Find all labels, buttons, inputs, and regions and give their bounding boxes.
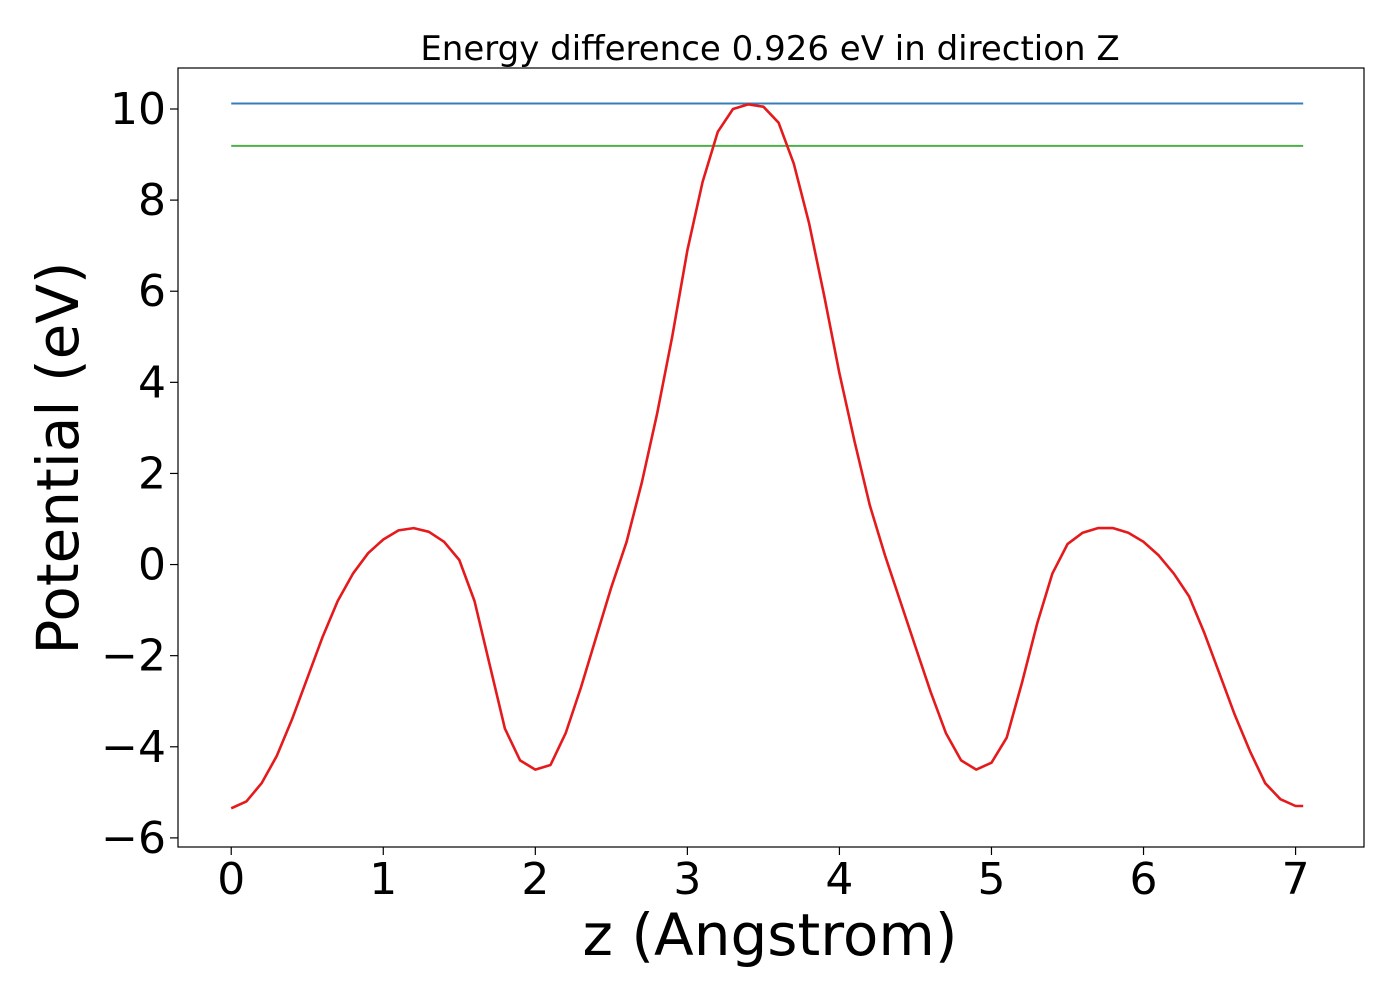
x-axis-label: z (Angstrom) — [583, 901, 958, 969]
y-axis-label: Potential (eV) — [24, 261, 92, 654]
x-tick-label: 1 — [369, 854, 397, 905]
plot-marks — [230, 102, 1304, 810]
x-tick-label: 5 — [977, 854, 1005, 905]
x-tick-label: 2 — [521, 854, 549, 905]
x-tick-label: 3 — [673, 854, 701, 905]
y-tick-label: −6 — [101, 813, 166, 864]
x-tick-label: 6 — [1130, 854, 1158, 905]
y-tick-label: 2 — [138, 448, 166, 499]
y-tick-label: −2 — [101, 631, 166, 682]
y-tick-label: 10 — [110, 84, 166, 135]
y-tick-label: −4 — [101, 722, 166, 773]
potential-series-line — [230, 103, 1304, 810]
y-tick-label: 0 — [138, 540, 166, 591]
x-tick-label: 0 — [217, 854, 245, 905]
plot-frame — [177, 67, 1365, 848]
chart-title: Energy difference 0.926 eV in direction … — [420, 29, 1119, 69]
x-tick-label: 4 — [825, 854, 853, 905]
y-tick-label: 6 — [138, 266, 166, 317]
y-tick-label: 8 — [138, 175, 166, 226]
x-tick-label: 7 — [1282, 854, 1310, 905]
y-tick-label: 4 — [138, 357, 166, 408]
axes: 0 1 2 3 4 5 6 7 −6 −4 −2 0 2 4 6 8 10 — [101, 67, 1365, 905]
